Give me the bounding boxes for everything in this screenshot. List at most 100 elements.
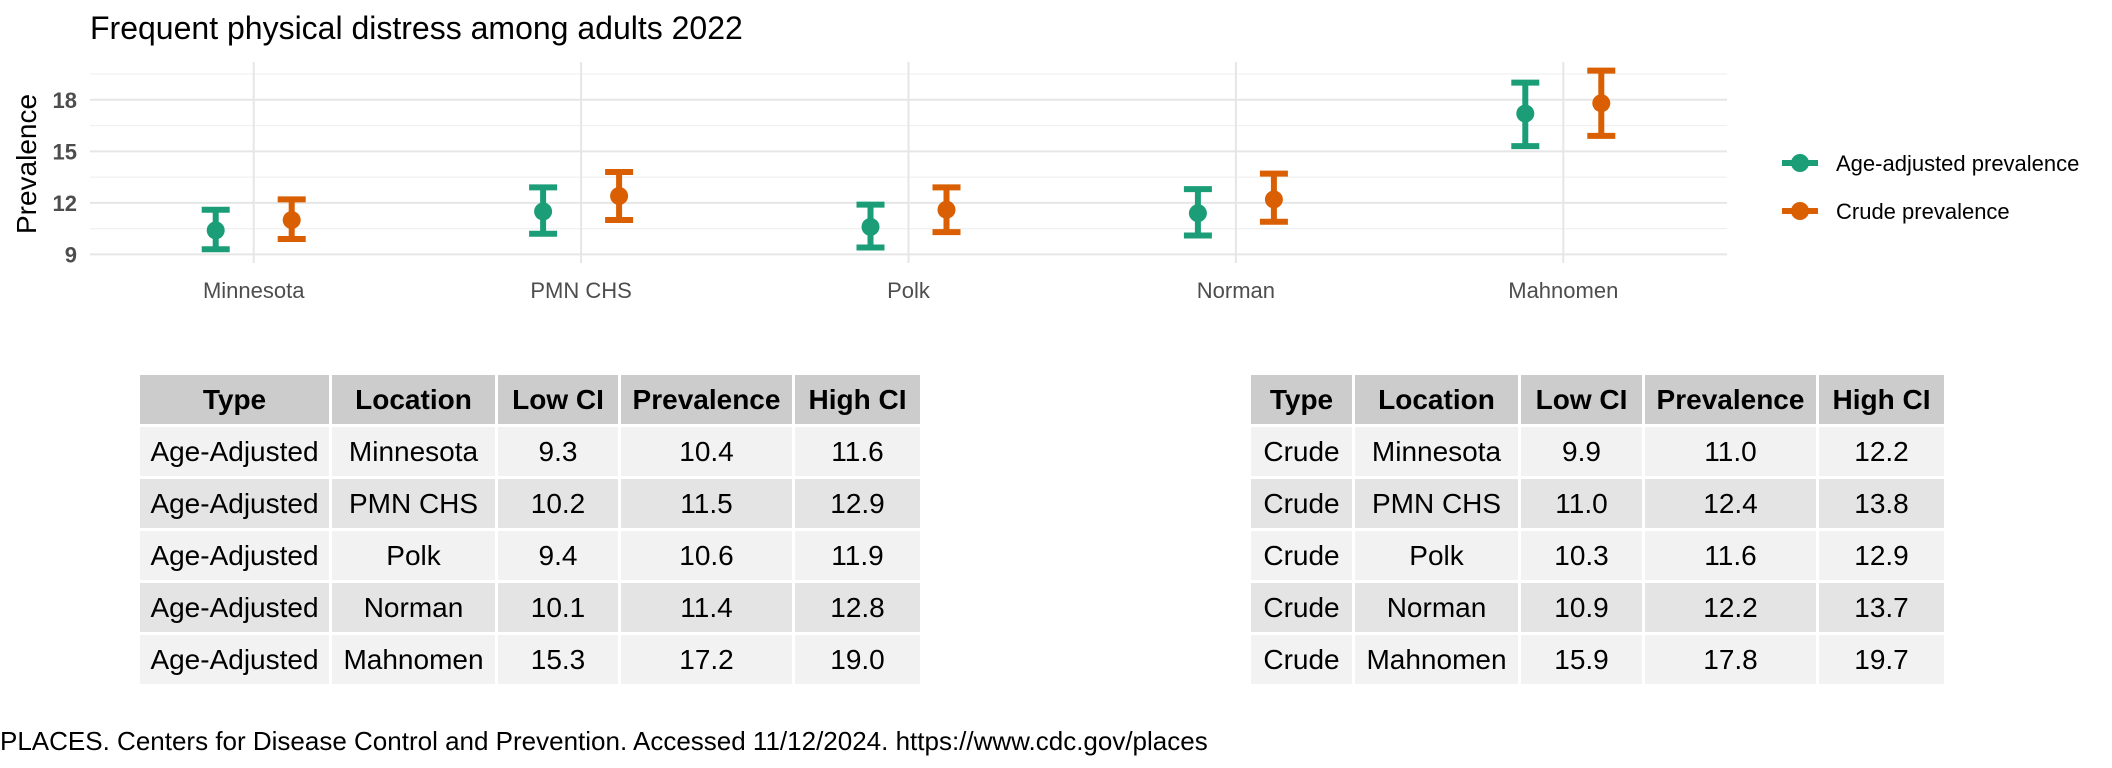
y-axis-ticks: 9 12 15 18 [53, 88, 77, 268]
table-cell: Mahnomen [329, 632, 498, 687]
table-cell: Norman [329, 580, 498, 635]
table-cell: 9.3 [495, 424, 621, 479]
table-cell: 17.8 [1642, 632, 1819, 687]
table-header-row: Type Location Low CI Prevalence High CI [137, 372, 923, 427]
age-adjusted-table: Type Location Low CI Prevalence High CI Age-… [137, 372, 923, 687]
column-header: Prevalence [1642, 372, 1819, 427]
table-cell: Polk [1352, 528, 1521, 583]
table-cell: Age-Adjusted [137, 632, 332, 687]
table-cell: PMN CHS [1352, 476, 1521, 531]
table-row: Crude Norman 10.9 12.2 13.7 [1248, 580, 1947, 635]
table-header-row: Type Location Low CI Prevalence High CI [1248, 372, 1947, 427]
table-row: Crude Mahnomen 15.9 17.8 19.7 [1248, 632, 1947, 687]
table-cell: 11.0 [1518, 476, 1645, 531]
column-header: Low CI [1518, 372, 1645, 427]
table-cell: PMN CHS [329, 476, 498, 531]
legend-label: Crude prevalence [1836, 199, 2010, 224]
x-tick-label: Norman [1197, 278, 1275, 303]
data-point [861, 217, 880, 236]
source-citation: PLACES. Centers for Disease Control and … [0, 726, 1208, 756]
errorbar-chart: Frequent physical distress among adults … [11, 10, 2079, 303]
table-cell: 12.2 [1642, 580, 1819, 635]
column-header: Location [329, 372, 498, 427]
table-row: Age-Adjusted Polk 9.4 10.6 11.9 [137, 528, 923, 583]
column-header: Prevalence [618, 372, 795, 427]
table-cell: 12.2 [1816, 424, 1947, 479]
data-point [1264, 190, 1283, 209]
table-cell: 11.0 [1642, 424, 1819, 479]
table-cell: Age-Adjusted [137, 580, 332, 635]
column-header: Location [1352, 372, 1521, 427]
column-header: High CI [1816, 372, 1947, 427]
table-cell: Minnesota [1352, 424, 1521, 479]
table-row: Crude Minnesota 9.9 11.0 12.2 [1248, 424, 1947, 479]
data-point [1592, 94, 1611, 113]
data-point [610, 187, 629, 205]
table-row: Age-Adjusted Mahnomen 15.3 17.2 19.0 [137, 632, 923, 687]
column-header: Type [1248, 372, 1355, 427]
legend: Age-adjusted prevalence Crude prevalence [1782, 151, 2079, 224]
y-tick-label: 15 [53, 139, 77, 164]
data-point [1188, 204, 1207, 223]
data-point [206, 221, 225, 240]
table-cell: 11.4 [618, 580, 795, 635]
table-cell: Age-Adjusted [137, 424, 332, 479]
table-cell: 10.3 [1518, 528, 1645, 583]
table-cell: Norman [1352, 580, 1521, 635]
legend-key-point [1791, 154, 1809, 172]
table-cell: 12.9 [792, 476, 923, 531]
data-point [534, 202, 553, 221]
table-row: Age-Adjusted Norman 10.1 11.4 12.8 [137, 580, 923, 635]
data-point [1516, 104, 1535, 123]
table-cell: 15.9 [1518, 632, 1645, 687]
table-row: Crude Polk 10.3 11.6 12.9 [1248, 528, 1947, 583]
table-cell: 9.4 [495, 528, 621, 583]
table-cell: 13.8 [1816, 476, 1947, 531]
table-cell: Age-Adjusted [137, 528, 332, 583]
y-tick-label: 18 [53, 88, 77, 113]
table-cell: 15.3 [495, 632, 621, 687]
y-axis-label: Prevalence [11, 94, 42, 234]
series-marks [201, 67, 1616, 253]
legend-key-point [1791, 202, 1809, 220]
table-cell: 10.9 [1518, 580, 1645, 635]
gridlines [90, 62, 1727, 263]
data-point [937, 200, 956, 219]
series-1 [277, 67, 1616, 242]
table-cell: 19.0 [792, 632, 923, 687]
table-row: Age-Adjusted PMN CHS 10.2 11.5 12.9 [137, 476, 923, 531]
table-cell: 11.6 [1642, 528, 1819, 583]
column-header: High CI [792, 372, 923, 427]
x-tick-label: Polk [887, 278, 931, 303]
table-row: Age-Adjusted Minnesota 9.3 10.4 11.6 [137, 424, 923, 479]
table-cell: Polk [329, 528, 498, 583]
table-cell: 11.5 [618, 476, 795, 531]
series-0 [201, 79, 1540, 253]
table-cell: Crude [1248, 528, 1355, 583]
table-cell: Crude [1248, 424, 1355, 479]
y-tick-label: 9 [65, 242, 77, 267]
table-cell: Crude [1248, 476, 1355, 531]
table-cell: Crude [1248, 632, 1355, 687]
column-header: Low CI [495, 372, 621, 427]
table-cell: 10.6 [618, 528, 795, 583]
table-cell: Crude [1248, 580, 1355, 635]
x-tick-label: PMN CHS [530, 278, 631, 303]
table-cell: 11.6 [792, 424, 923, 479]
legend-label: Age-adjusted prevalence [1836, 151, 2079, 176]
table-cell: 9.9 [1518, 424, 1645, 479]
crude-table: Type Location Low CI Prevalence High CI Crud… [1248, 372, 1947, 687]
table-cell: 19.7 [1816, 632, 1947, 687]
chart-title: Frequent physical distress among adults … [90, 10, 743, 46]
x-axis-ticks: Minnesota PMN CHS Polk Norman Mahnomen [203, 278, 1618, 303]
table-cell: 10.4 [618, 424, 795, 479]
x-tick-label: Minnesota [203, 278, 305, 303]
column-header: Type [137, 372, 332, 427]
table-cell: 11.9 [792, 528, 923, 583]
data-point [282, 211, 301, 230]
table-cell: 10.2 [495, 476, 621, 531]
table-cell: 12.4 [1642, 476, 1819, 531]
y-tick-label: 12 [53, 191, 77, 216]
table-row: Crude PMN CHS 11.0 12.4 13.8 [1248, 476, 1947, 531]
table-cell: Age-Adjusted [137, 476, 332, 531]
